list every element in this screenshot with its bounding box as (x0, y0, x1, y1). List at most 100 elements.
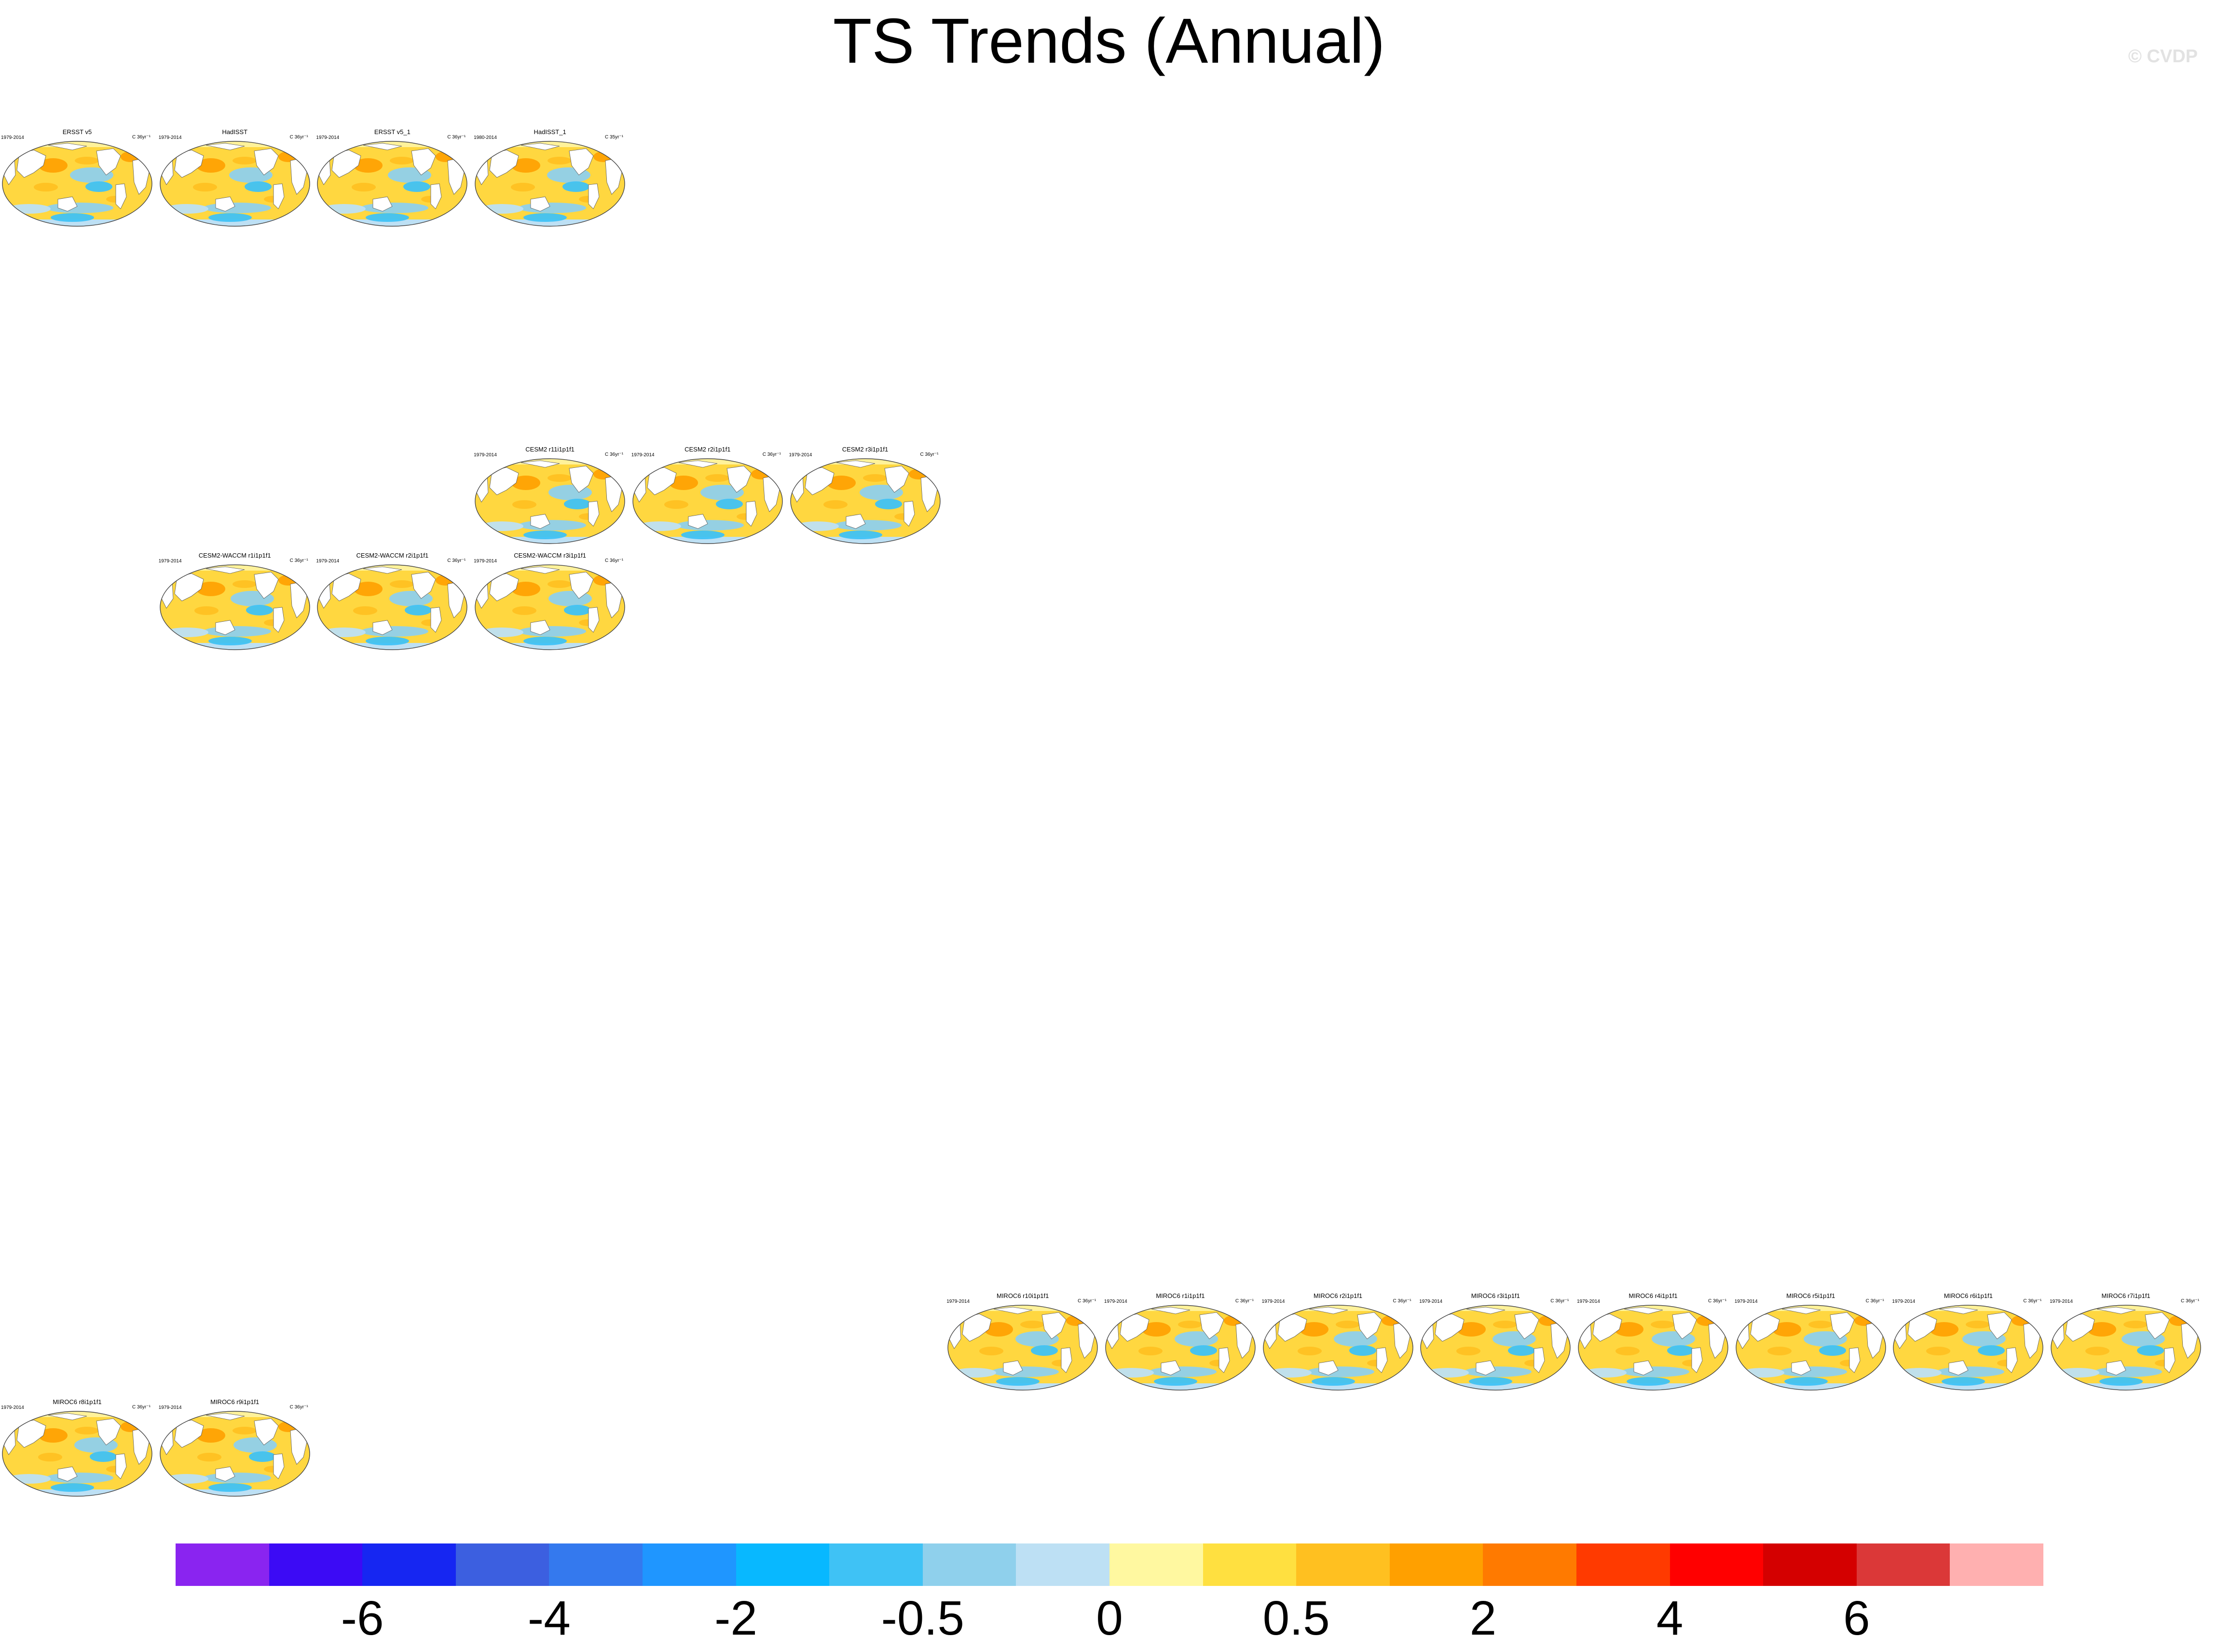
panel-period: 1979-2014 (1261, 1299, 1285, 1305)
land-mass (1357, 1312, 1382, 1339)
land-mass (215, 196, 235, 212)
panel-units: C 36yr⁻¹ (605, 558, 624, 563)
map-panel: MIROC6 r1i1p1f1 1979-2014 C 36yr⁻¹ (1103, 1291, 1258, 1397)
map-panel: MIROC6 r5i1p1f1 1979-2014 C 36yr⁻¹ (1734, 1291, 1888, 1397)
map-boundary (1578, 1305, 1728, 1391)
land-mass (1277, 1313, 1307, 1342)
panel-units: C 36yr⁻¹ (605, 452, 624, 458)
colorbar-box (1296, 1543, 1390, 1586)
panel-period: 1979-2014 (158, 135, 182, 140)
land-mass (48, 1413, 87, 1420)
map-boundary (1262, 1305, 1413, 1391)
map-plot (1578, 1305, 1728, 1391)
map-panel: ERSST v5_1 1979-2014 C 36yr⁻¹ (315, 127, 469, 233)
land-mass (588, 607, 600, 633)
map-boundary (632, 458, 783, 544)
panel-title: MIROC6 r4i1p1f1 (1629, 1292, 1678, 1300)
panel-period: 1979-2014 (1419, 1299, 1443, 1305)
panel-units: C 36yr⁻¹ (447, 558, 466, 563)
colorbar-tick-label: 0 (1096, 1591, 1123, 1645)
map-plot (2051, 1305, 2201, 1391)
panel-period: 1979-2014 (1104, 1299, 1127, 1305)
colorbar-box (269, 1543, 363, 1586)
map-plot (159, 141, 310, 227)
colorbar-box (829, 1543, 923, 1586)
land-mass (1514, 1312, 1539, 1339)
colorbar-box (362, 1543, 456, 1586)
map-boundary (159, 141, 310, 227)
panel-title: MIROC6 r1i1p1f1 (1156, 1292, 1205, 1300)
panel-title: MIROC6 r7i1p1f1 (2101, 1292, 2150, 1300)
land-mass (430, 183, 442, 209)
map-panel: CESM2 r3i1p1f1 1979-2014 C 36yr⁻¹ (788, 444, 943, 550)
panel-units: C 36yr⁻¹ (289, 1404, 308, 1410)
land-mass (331, 573, 361, 601)
colorbar-tick-label: 4 (1656, 1591, 1684, 1645)
map-plot (317, 141, 468, 227)
land-mass (174, 573, 204, 601)
panel-title: ERSST v5_1 (374, 128, 411, 136)
land-mass (254, 572, 279, 599)
land-mass (1041, 1312, 1067, 1339)
panel-period: 1979-2014 (316, 135, 340, 140)
map-boundary (2, 141, 152, 227)
land-mass (530, 620, 550, 635)
land-mass (489, 467, 519, 495)
land-mass (1633, 1360, 1654, 1376)
map-boundary (2, 1411, 152, 1497)
panel-period: 1979-2014 (946, 1299, 970, 1305)
panel-period: 1979-2014 (1577, 1299, 1600, 1305)
land-mass (1435, 1313, 1465, 1342)
panel-units: C 36yr⁻¹ (447, 135, 466, 140)
land-mass (16, 1420, 46, 1448)
land-mass (411, 572, 436, 599)
land-mass (372, 620, 393, 635)
land-mass (363, 143, 402, 150)
map-panel: CESM2 r11i1p1f1 1979-2014 C 36yr⁻¹ (473, 444, 627, 550)
map-panel: ERSST v5 1979-2014 C 36yr⁻¹ (0, 127, 154, 233)
land-mass (884, 465, 909, 493)
land-mass (273, 1453, 285, 1479)
colorbar (176, 1543, 2043, 1586)
panel-units: C 36yr⁻¹ (1708, 1298, 1726, 1304)
land-mass (1199, 1312, 1224, 1339)
land-mass (1849, 1347, 1861, 1374)
panel-units: C 36yr⁻¹ (132, 135, 151, 140)
colorbar-box (1950, 1543, 2043, 1586)
panel-units: C 36yr⁻¹ (762, 452, 781, 458)
colorbar-tick-label: -2 (714, 1591, 758, 1645)
panel-period: 1979-2014 (2050, 1299, 2073, 1305)
map-boundary (947, 1305, 1098, 1391)
map-plot (475, 458, 625, 544)
land-mass (1781, 1307, 1821, 1314)
land-mass (805, 467, 834, 495)
colorbar-box (1670, 1543, 1764, 1586)
colorbar-box (1576, 1543, 1670, 1586)
land-mass (215, 620, 235, 635)
map-boundary (317, 564, 468, 650)
land-mass (2006, 1347, 2018, 1374)
panel-period: 1979-2014 (474, 452, 497, 458)
land-mass (2106, 1360, 2126, 1376)
map-plot (2, 141, 152, 227)
land-mass (215, 1466, 235, 1482)
land-mass (1830, 1312, 1855, 1339)
map-plot (632, 458, 783, 544)
map-panel: MIROC6 r7i1p1f1 1979-2014 C 36yr⁻¹ (2049, 1291, 2203, 1397)
panel-period: 1979-2014 (1, 1405, 24, 1410)
map-plot (475, 564, 625, 650)
land-mass (411, 148, 436, 176)
colorbar-tick-label: -0.5 (881, 1591, 964, 1645)
land-mass (205, 143, 245, 150)
land-mass (1466, 1307, 1506, 1314)
land-mass (904, 501, 915, 527)
map-boundary (475, 458, 625, 544)
land-mass (254, 148, 279, 176)
panel-units: C 35yr⁻¹ (605, 135, 624, 140)
colorbar-box (1109, 1543, 1203, 1586)
map-plot (159, 564, 310, 650)
land-mass (2065, 1313, 2095, 1342)
land-mass (521, 566, 560, 574)
land-mass (2164, 1347, 2176, 1374)
page-title: TS Trends (Annual) (833, 5, 1385, 76)
